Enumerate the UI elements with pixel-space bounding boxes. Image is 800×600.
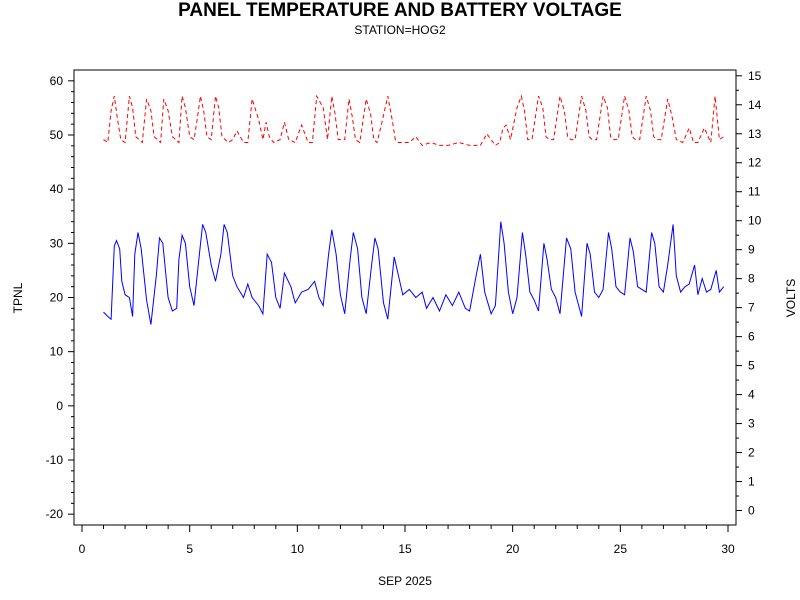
x-tick-label: 5 [186,542,193,556]
left-tick-label: 30 [50,236,64,250]
right-tick-label: 4 [748,388,755,402]
left-axis: -20 -10 0 10 20 30 40 50 60 [46,74,74,521]
tpnl-series-line [103,221,725,325]
right-tick-label: 10 [748,214,762,228]
left-tick-label: -20 [46,507,64,521]
left-tick-label: 60 [50,74,64,88]
x-tick-label: 30 [721,542,735,556]
chart-title: PANEL TEMPERATURE AND BATTERY VOLTAGE [178,0,622,21]
right-tick-label: 11 [748,185,761,199]
right-tick-label: 2 [748,446,755,460]
right-tick-label: 6 [748,330,755,344]
right-tick-label: 8 [748,272,755,286]
right-tick-label: 0 [748,504,755,518]
left-tick-label: -10 [46,453,64,467]
left-tick-label: 20 [50,291,64,305]
right-tick-label: 14 [748,98,762,112]
right-tick-label: 9 [748,243,755,257]
x-tick-label: 20 [506,542,520,556]
right-tick-label: 5 [748,359,755,373]
x-tick-label: 25 [614,542,628,556]
right-tick-label: 7 [748,301,755,315]
right-tick-label: 1 [748,475,755,489]
bottom-axis: 0 5 10 15 20 25 30 [79,525,735,556]
x-tick-label: 10 [291,542,305,556]
y-axis-label-left: TPNL [11,282,25,313]
left-tick-label: 50 [50,128,64,142]
right-tick-label: 12 [748,156,762,170]
volts-series-line [103,94,724,147]
x-axis-label: SEP 2025 [378,574,432,588]
y-axis-label-right: VOLTS [784,279,798,317]
right-tick-label: 3 [748,417,755,431]
chart-subtitle: STATION=HOG2 [354,23,446,37]
left-tick-label: 10 [50,345,64,359]
left-tick-label: 0 [56,399,63,413]
right-tick-label: 13 [748,127,762,141]
series-layer [103,94,725,325]
right-tick-label: 15 [748,69,762,83]
left-tick-label: 40 [50,182,64,196]
x-tick-label: 15 [398,542,412,556]
x-tick-label: 0 [79,542,86,556]
plot-frame [73,69,737,526]
